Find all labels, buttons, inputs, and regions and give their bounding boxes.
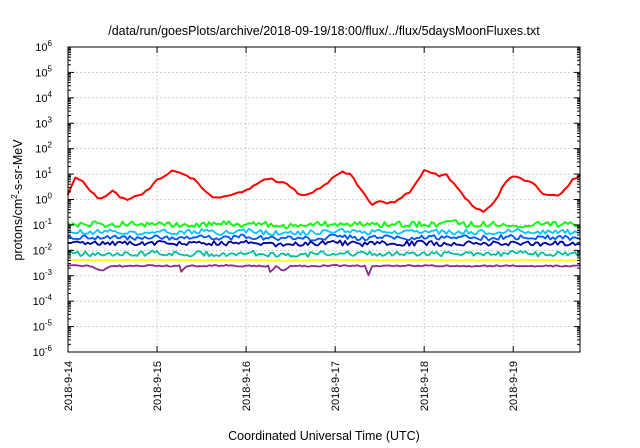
series-line-1 (67, 169, 581, 213)
series-line-3 (67, 227, 581, 236)
chart-title: /data/run/goesPlots/archive/2018-09-19/1… (108, 24, 540, 38)
data-series (67, 169, 581, 277)
y-tick-label: 10-3 (33, 268, 53, 283)
series-line-2 (67, 219, 581, 230)
x-axis-label: Coordinated Universal Time (UTC) (228, 429, 420, 443)
series-line-6 (67, 249, 581, 258)
y-axis-label: protons/cm2-s-sr-MeV (10, 139, 25, 261)
x-tick-labels: 2018-9-14 2018-9-15 2018-9-16 2018-9-17 2018… (63, 361, 520, 411)
y-axis-label-superscript: 2 (10, 194, 19, 199)
y-tick-labels: 10-6 10-5 10-4 10-3 10-2 10-1 100 101 102 103 104 1… (33, 39, 53, 359)
x-tick-label: 2018-9-17 (330, 361, 342, 411)
y-axis-label-suffix: -s-sr-MeV (11, 139, 25, 195)
y-tick-label: 10-4 (33, 293, 53, 308)
series-line-8 (67, 264, 581, 277)
x-tick-label: 2018-9-19 (508, 361, 520, 411)
axis-ticks (67, 46, 580, 353)
y-tick-label: 104 (35, 90, 52, 105)
y-tick-label: 10-1 (33, 217, 53, 232)
y-tick-label: 102 (35, 141, 52, 156)
y-axis-label-prefix: protons/cm (11, 199, 25, 261)
y-tick-label: 101 (35, 166, 52, 181)
y-tick-label: 100 (35, 192, 52, 207)
y-tick-label: 10-6 (33, 344, 53, 359)
y-tick-label: 106 (35, 39, 52, 54)
series-line-5 (67, 239, 581, 248)
grid (68, 47, 580, 352)
x-tick-label: 2018-9-15 (152, 361, 164, 411)
x-tick-label: 2018-9-16 (241, 361, 253, 411)
x-tick-label: 2018-9-18 (419, 361, 431, 411)
series-line-7 (67, 258, 581, 262)
y-tick-label: 103 (35, 115, 52, 130)
y-tick-label: 10-2 (33, 242, 53, 257)
x-tick-label: 2018-9-14 (63, 361, 75, 411)
y-tick-label: 10-5 (33, 319, 53, 334)
series-line-4 (67, 233, 581, 242)
y-tick-label: 105 (35, 64, 52, 79)
